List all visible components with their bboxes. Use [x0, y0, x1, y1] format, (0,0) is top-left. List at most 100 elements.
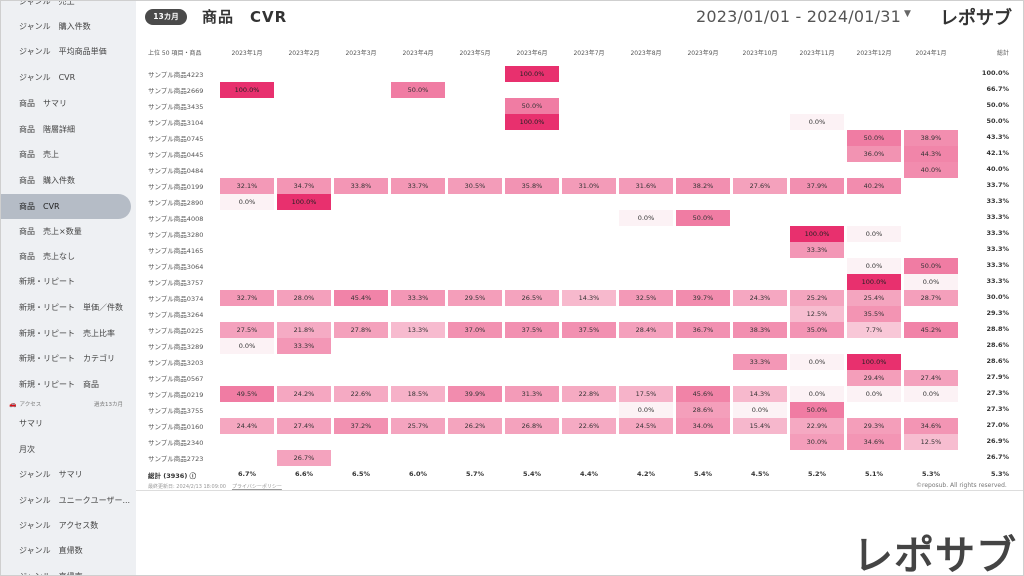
sidebar-item[interactable]: 商品 売上×数量: [19, 227, 82, 236]
sidebar-item[interactable]: 商品 購入件数: [19, 176, 75, 185]
sidebar-item[interactable]: 商品 売上: [19, 150, 59, 159]
heatmap-cell[interactable]: 0.0%: [220, 338, 274, 354]
heatmap-cell[interactable]: 27.4%: [904, 370, 958, 386]
heatmap-cell[interactable]: 28.7%: [904, 290, 958, 306]
heatmap-cell[interactable]: 34.7%: [277, 178, 331, 194]
heatmap-cell[interactable]: 49.5%: [220, 386, 274, 402]
sidebar-item[interactable]: ジャンル サマリ: [19, 470, 83, 479]
heatmap-cell[interactable]: 0.0%: [790, 386, 844, 402]
heatmap-cell[interactable]: 40.2%: [847, 178, 901, 194]
heatmap-cell[interactable]: 38.2%: [676, 178, 730, 194]
heatmap-cell[interactable]: 31.0%: [562, 178, 616, 194]
heatmap-cell[interactable]: 30.0%: [790, 434, 844, 450]
heatmap-cell[interactable]: 24.2%: [277, 386, 331, 402]
sidebar-item[interactable]: ジャンル 直帰率: [1, 564, 131, 575]
heatmap-cell[interactable]: 32.5%: [619, 290, 673, 306]
heatmap-cell[interactable]: 7.7%: [847, 322, 901, 338]
heatmap-cell[interactable]: 35.5%: [847, 306, 901, 322]
sidebar-item[interactable]: 新規・リピート 商品: [19, 380, 99, 389]
heatmap-cell[interactable]: 37.5%: [505, 322, 559, 338]
heatmap-cell[interactable]: 100.0%: [790, 226, 844, 242]
heatmap-cell[interactable]: 45.6%: [676, 386, 730, 402]
heatmap-cell[interactable]: 33.8%: [334, 178, 388, 194]
heatmap-cell[interactable]: 21.8%: [277, 322, 331, 338]
privacy-policy-link[interactable]: プライバシーポリシー: [231, 484, 282, 490]
heatmap-cell[interactable]: 29.3%: [847, 418, 901, 434]
sidebar-item[interactable]: 新規・リピート 売上比率: [19, 329, 115, 338]
heatmap-cell[interactable]: 37.9%: [790, 178, 844, 194]
heatmap-cell[interactable]: 35.0%: [790, 322, 844, 338]
heatmap-cell[interactable]: 18.5%: [391, 386, 445, 402]
heatmap-cell[interactable]: 100.0%: [220, 82, 274, 98]
heatmap-cell[interactable]: 32.1%: [220, 178, 274, 194]
heatmap-cell[interactable]: 50.0%: [904, 258, 958, 274]
heatmap-cell[interactable]: 27.8%: [334, 322, 388, 338]
heatmap-cell[interactable]: 50.0%: [676, 210, 730, 226]
sidebar-item[interactable]: ジャンル 購入件数: [19, 22, 91, 31]
heatmap-cell[interactable]: 0.0%: [847, 386, 901, 402]
heatmap-cell[interactable]: 12.5%: [904, 434, 958, 450]
heatmap-cell[interactable]: 17.5%: [619, 386, 673, 402]
heatmap-cell[interactable]: 45.4%: [334, 290, 388, 306]
chevron-down-icon[interactable]: ▼: [904, 9, 911, 19]
heatmap-cell[interactable]: 100.0%: [505, 66, 559, 82]
heatmap-cell[interactable]: 0.0%: [904, 274, 958, 290]
heatmap-cell[interactable]: 22.9%: [790, 418, 844, 434]
date-range-picker[interactable]: 2023/01/01 - 2024/01/31: [696, 7, 901, 26]
heatmap-cell[interactable]: 12.5%: [790, 306, 844, 322]
heatmap-cell[interactable]: 30.5%: [448, 178, 502, 194]
sidebar-item[interactable]: 新規・リピート: [19, 277, 75, 286]
heatmap-cell[interactable]: 0.0%: [904, 386, 958, 402]
heatmap-cell[interactable]: 37.5%: [562, 322, 616, 338]
sidebar-item[interactable]: ジャンル 直帰数: [19, 546, 83, 555]
heatmap-cell[interactable]: 50.0%: [790, 402, 844, 418]
heatmap-cell[interactable]: 100.0%: [847, 354, 901, 370]
heatmap-cell[interactable]: 22.8%: [562, 386, 616, 402]
heatmap-cell[interactable]: 26.2%: [448, 418, 502, 434]
heatmap-cell[interactable]: 38.3%: [733, 322, 787, 338]
heatmap-cell[interactable]: 44.3%: [904, 146, 958, 162]
heatmap-cell[interactable]: 28.6%: [676, 402, 730, 418]
heatmap-cell[interactable]: 24.3%: [733, 290, 787, 306]
heatmap-cell[interactable]: 14.3%: [562, 290, 616, 306]
heatmap-cell[interactable]: 100.0%: [847, 274, 901, 290]
heatmap-cell[interactable]: 33.3%: [391, 290, 445, 306]
sidebar-item[interactable]: ジャンル 平均商品単価: [19, 47, 107, 56]
heatmap-cell[interactable]: 0.0%: [733, 402, 787, 418]
heatmap-cell[interactable]: 0.0%: [790, 114, 844, 130]
heatmap-cell[interactable]: 26.8%: [505, 418, 559, 434]
heatmap-cell[interactable]: 31.6%: [619, 178, 673, 194]
heatmap-cell[interactable]: 28.0%: [277, 290, 331, 306]
heatmap-cell[interactable]: 25.4%: [847, 290, 901, 306]
heatmap-cell[interactable]: 32.7%: [220, 290, 274, 306]
sidebar-item[interactable]: サマリ: [19, 419, 43, 428]
heatmap-cell[interactable]: 45.2%: [904, 322, 958, 338]
heatmap-cell[interactable]: 26.7%: [277, 450, 331, 466]
heatmap-cell[interactable]: 25.7%: [391, 418, 445, 434]
heatmap-cell[interactable]: 28.4%: [619, 322, 673, 338]
heatmap-cell[interactable]: 33.3%: [277, 338, 331, 354]
sidebar-item[interactable]: 月次: [19, 445, 35, 454]
heatmap-cell[interactable]: 15.4%: [733, 418, 787, 434]
sidebar-item[interactable]: ジャンル ユニークユーザー...: [19, 496, 131, 505]
sidebar-item[interactable]: 商品 階層詳細: [19, 125, 75, 134]
heatmap-cell[interactable]: 27.4%: [277, 418, 331, 434]
heatmap-cell[interactable]: 33.7%: [391, 178, 445, 194]
sidebar-item[interactable]: ジャンル 売上: [19, 1, 75, 6]
sidebar-item[interactable]: 商品 売上なし: [19, 252, 75, 261]
heatmap-cell[interactable]: 39.7%: [676, 290, 730, 306]
heatmap-cell[interactable]: 39.9%: [448, 386, 502, 402]
heatmap-cell[interactable]: 50.0%: [391, 82, 445, 98]
heatmap-cell[interactable]: 0.0%: [790, 354, 844, 370]
heatmap-cell[interactable]: 37.0%: [448, 322, 502, 338]
heatmap-cell[interactable]: 50.0%: [505, 98, 559, 114]
heatmap-cell[interactable]: 24.5%: [619, 418, 673, 434]
heatmap-cell[interactable]: 36.7%: [676, 322, 730, 338]
heatmap-cell[interactable]: 40.0%: [904, 162, 958, 178]
sidebar-item[interactable]: 新規・リピート 単価／件数: [19, 303, 123, 312]
heatmap-cell[interactable]: 34.6%: [904, 418, 958, 434]
sidebar-item[interactable]: ジャンル CVR: [19, 73, 76, 82]
heatmap-cell[interactable]: 100.0%: [277, 194, 331, 210]
heatmap-cell[interactable]: 34.6%: [847, 434, 901, 450]
heatmap-cell[interactable]: 33.3%: [733, 354, 787, 370]
